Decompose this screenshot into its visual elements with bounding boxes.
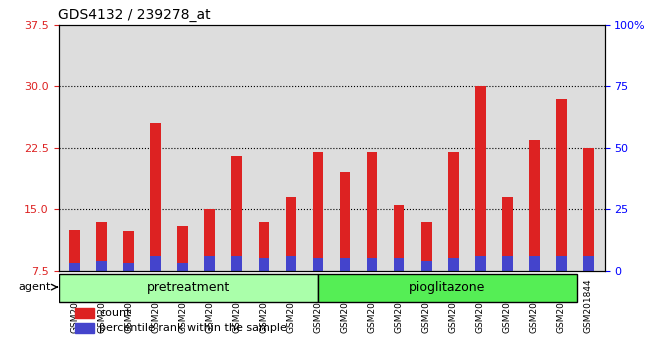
Bar [502,197,513,271]
FancyBboxPatch shape [58,274,318,302]
Bar [150,256,161,271]
Bar [313,152,324,271]
FancyBboxPatch shape [318,274,577,302]
Bar [70,230,80,271]
Bar [394,205,404,271]
Bar [124,263,134,271]
Bar [583,148,593,271]
Bar [124,232,134,271]
Bar [285,197,296,271]
Bar [529,139,539,271]
Text: pretreatment: pretreatment [146,281,230,293]
Text: GDS4132 / 239278_at: GDS4132 / 239278_at [58,8,211,22]
Bar [339,258,350,271]
Bar [70,263,80,271]
Bar [96,222,107,271]
Bar [177,225,188,271]
Bar [231,156,242,271]
Bar [259,222,269,271]
Bar [231,256,242,271]
Bar [502,256,513,271]
Bar [583,256,593,271]
Bar [205,209,215,271]
Bar [75,323,94,333]
Bar [421,261,432,271]
Bar [96,261,107,271]
Text: percentile rank within the sample: percentile rank within the sample [99,323,287,333]
Bar [339,172,350,271]
Bar [394,258,404,271]
Bar [421,222,432,271]
Text: count: count [99,308,131,318]
Bar [367,258,378,271]
Bar [75,308,94,318]
Bar [259,258,269,271]
Bar [205,256,215,271]
Bar [556,98,567,271]
Text: pioglitazone: pioglitazone [410,281,486,293]
Bar [367,152,378,271]
Text: agent: agent [18,282,50,292]
Bar [529,256,539,271]
Bar [474,256,486,271]
Bar [474,86,486,271]
Bar [150,123,161,271]
Bar [448,152,458,271]
Bar [285,256,296,271]
Bar [448,258,458,271]
Bar [556,256,567,271]
Bar [313,258,324,271]
Bar [177,263,188,271]
